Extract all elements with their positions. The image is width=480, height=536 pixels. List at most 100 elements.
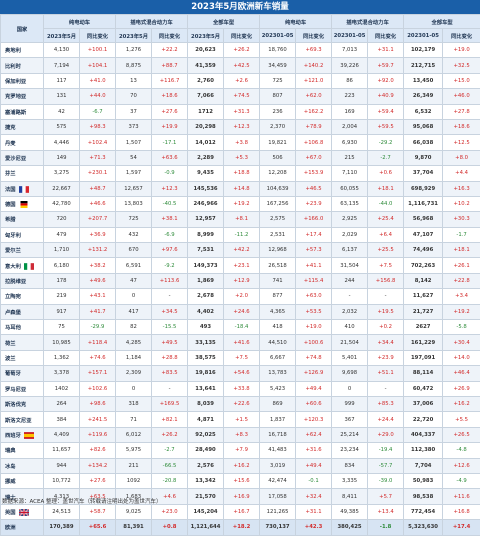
sales-value-cell: 223 [332,89,368,104]
yoy-change-cell: +26.1 [443,258,480,273]
sales-value-cell: 41,483 [260,443,296,458]
yoy-change-cell: +5.5 [443,412,480,427]
header-country: 国家 [1,15,44,43]
sales-value-cell: 1402 [44,381,80,396]
yoy-change-cell: +71.3 [80,150,116,165]
yoy-change-cell: +18.8 [224,166,260,181]
sales-value-cell: 8,039 [188,396,224,411]
yoy-change-cell: +120.3 [296,412,332,427]
sales-value-cell: 161,229 [404,335,443,350]
yoy-change-cell: +40.9 [368,89,404,104]
header-group: 插电式混合动力车 [116,15,188,29]
yoy-change-cell: +113.6 [152,273,188,288]
country-name: 比利时 [5,64,21,70]
yoy-change-cell: +41.6 [224,335,260,350]
sales-value-cell: 54 [116,150,152,165]
yoy-change-cell: -44.0 [368,196,404,211]
sales-value-cell: 19,821 [260,135,296,150]
yoy-change-cell: +16.2 [224,458,260,473]
sales-value-cell: 31,504 [332,258,368,273]
yoy-change-cell: +59.7 [368,58,404,73]
sales-value-cell: 38,575 [188,350,224,365]
yoy-change-cell: -2.7 [152,443,188,458]
sales-value-cell: 2,531 [260,227,296,242]
sales-value-cell: 2,575 [260,212,296,227]
sales-value-cell: 1,362 [44,350,80,365]
sales-value-cell: 86 [332,73,368,88]
sales-value-cell: 47,107 [404,227,443,242]
sales-value-cell: 1,869 [188,273,224,288]
header-sub: 同比变化 [152,29,188,43]
yoy-change-cell: +102.6 [80,381,116,396]
yoy-change-cell: +46.6 [80,196,116,211]
yoy-change-cell: -29.2 [368,135,404,150]
yoy-change-cell: +42.2 [224,243,260,258]
yoy-change-cell: +241.5 [80,412,116,427]
country-name: 挪威 [5,479,16,485]
yoy-change-cell: +157.1 [80,366,116,381]
country-cell: 西班牙 [1,427,44,442]
yoy-change-cell: +0.8 [152,520,188,535]
country-name: 法国 [5,187,16,193]
sales-value-cell: 1,116,731 [404,196,443,211]
sales-value-cell: 2627 [404,320,443,335]
yoy-change-cell: +23.9 [368,350,404,365]
yoy-change-cell: +27.6 [152,104,188,119]
sales-value-cell: 74,496 [404,243,443,258]
sales-value-cell: 404,337 [404,427,443,442]
yoy-change-cell: +26.5 [443,427,480,442]
sales-value-cell: 807 [260,89,296,104]
country-cell: 比利时 [1,58,44,73]
sales-value-cell: 1,184 [116,350,152,365]
yoy-change-cell: -57.7 [368,458,404,473]
yoy-change-cell: +67.0 [296,150,332,165]
yoy-change-cell: +44.0 [80,89,116,104]
yoy-change-cell: +12.5 [443,135,480,150]
yoy-change-cell: +92.0 [368,73,404,88]
sales-value-cell: 169 [332,104,368,119]
country-name: 塞浦路斯 [5,110,26,116]
yoy-change-cell: +97.6 [152,243,188,258]
yoy-change-cell: +100.1 [80,43,116,58]
sales-value-cell: 917 [44,304,80,319]
sales-value-cell: 7,110 [332,166,368,181]
sales-value-cell: 41,359 [188,58,224,73]
sales-value-cell: 26,518 [260,258,296,273]
yoy-change-cell: +17.4 [296,227,332,242]
sales-value-cell: 117 [44,73,80,88]
country-cell: 斯洛伐克 [1,396,44,411]
yoy-change-cell: +98.3 [80,119,116,134]
yoy-change-cell: +34.5 [152,304,188,319]
yoy-change-cell: -9.2 [152,258,188,273]
yoy-change-cell: -39.0 [368,473,404,488]
sales-value-cell: 432 [116,227,152,242]
sales-value-cell: 81,391 [116,520,152,535]
sales-value-cell: 37,006 [404,396,443,411]
sales-value-cell: 9,435 [188,166,224,181]
yoy-change-cell: +24.6 [224,304,260,319]
source-note: 数据来源：ACEA 整理：盖世汽车（转载请注明出处为盖世汽车） [2,497,162,505]
sales-value-cell: 13,342 [188,473,224,488]
country-cell: 塞浦路斯 [1,104,44,119]
yoy-change-cell: +42.3 [296,520,332,535]
sales-value-cell: 60,055 [332,181,368,196]
yoy-change-cell: +116.7 [152,73,188,88]
yoy-change-cell: -15.5 [152,320,188,335]
sales-value-cell: 4,365 [260,304,296,319]
country-name: 意大利 [5,264,21,270]
sales-value-cell: 318 [116,396,152,411]
yoy-change-cell: - [368,289,404,304]
sales-value-cell: 131 [44,89,80,104]
sales-value-cell: 8,142 [404,273,443,288]
sales-value-cell: 479 [44,227,80,242]
yoy-change-cell: +49.4 [296,381,332,396]
sales-value-cell: 772,454 [404,504,443,519]
